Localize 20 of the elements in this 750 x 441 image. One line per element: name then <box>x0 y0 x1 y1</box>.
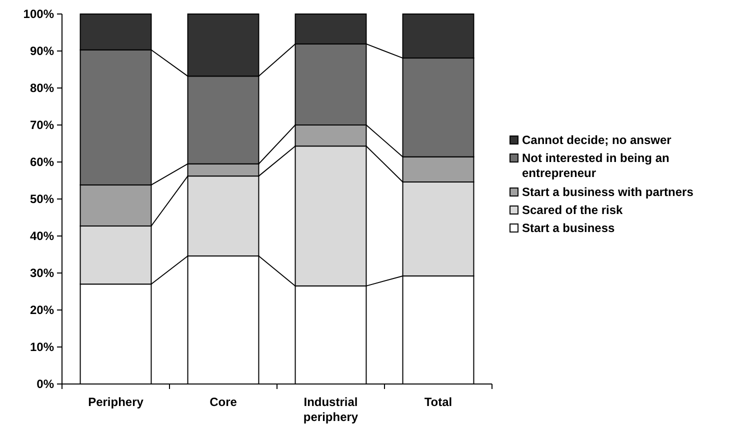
legend-label: Not interested in being an entrepreneur <box>522 151 670 180</box>
x-tick-label: Periphery <box>88 395 144 409</box>
x-tick-label: Core <box>210 395 238 409</box>
legend-label: Start a business <box>522 221 616 236</box>
y-tick-label: 80% <box>30 81 54 96</box>
y-tick-label: 60% <box>30 155 54 170</box>
y-tick-label: 90% <box>30 44 54 58</box>
y-tick-label: 20% <box>30 303 54 318</box>
x-tick-label: Total <box>424 395 452 409</box>
x-tick-label: Industrial periphery <box>303 395 358 424</box>
legend-label: Scared of the risk <box>522 203 624 218</box>
y-tick-label: 0% <box>36 377 54 392</box>
y-tick-label: 100% <box>23 7 54 22</box>
y-tick-label: 30% <box>30 266 54 280</box>
y-tick-label: 70% <box>30 118 54 132</box>
legend-label: Cannot decide; no answer <box>522 133 672 148</box>
legend-label: Start a business with partners <box>522 185 694 200</box>
y-tick-label: 40% <box>30 229 54 244</box>
y-tick-label: 10% <box>30 340 54 354</box>
y-tick-label: 50% <box>30 192 54 206</box>
